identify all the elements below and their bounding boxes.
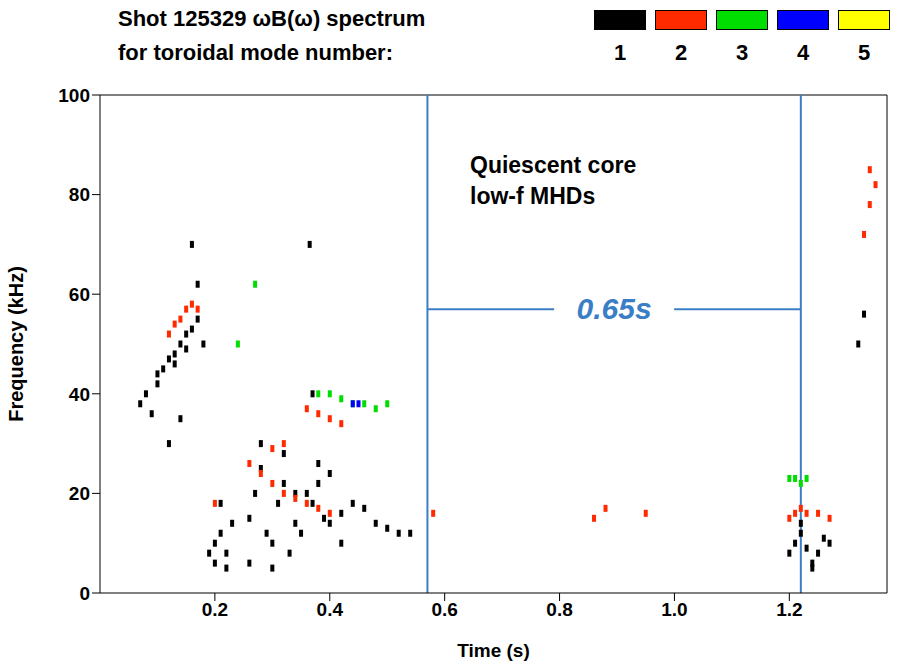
- svg-text:Time (s): Time (s): [457, 640, 530, 661]
- html-text:4: 4: [796, 40, 810, 65]
- svg-text:1.0: 1.0: [661, 599, 687, 620]
- html-text:Quiescent core low-f MHDs: Quiescent core low-f MHDs: [470, 152, 637, 209]
- svg-text:60: 60: [69, 284, 90, 305]
- svg-text:Frequency (kHz): Frequency (kHz): [5, 266, 27, 422]
- svg-text:40: 40: [69, 384, 90, 405]
- svg-text:0.4: 0.4: [317, 599, 344, 620]
- html-text:for toroidal mode number:: for toroidal mode number:: [118, 40, 393, 65]
- svg-text:0.8: 0.8: [546, 599, 572, 620]
- svg-text:0.6: 0.6: [431, 599, 457, 620]
- svg-text:100: 100: [58, 85, 90, 106]
- svg-text:80: 80: [69, 184, 90, 205]
- html-text:3: 3: [735, 40, 749, 65]
- html-text:Shot 125329 ωB(ω) spectrum: Shot 125329 ωB(ω) spectrum: [118, 6, 426, 31]
- html-text:2: 2: [674, 40, 688, 65]
- svg-text:1.2: 1.2: [776, 599, 802, 620]
- svg-text:0.2: 0.2: [202, 599, 228, 620]
- html-text:1: 1: [613, 40, 627, 65]
- svg-text:0: 0: [79, 583, 90, 604]
- html-text:5: 5: [857, 40, 871, 65]
- svg-text:0.65s: 0.65s: [577, 292, 652, 325]
- svg-text:20: 20: [69, 483, 90, 504]
